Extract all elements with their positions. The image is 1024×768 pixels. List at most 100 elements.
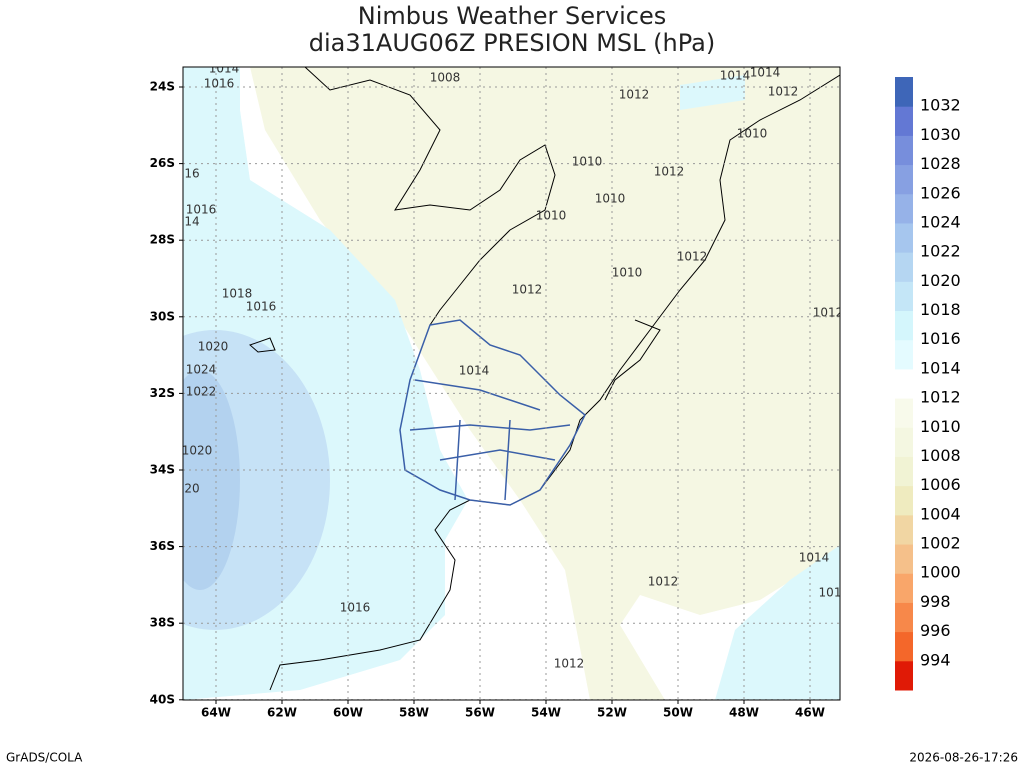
contour-label: 1016 — [186, 203, 217, 217]
lon-label: 60W — [333, 706, 363, 720]
contour-label: 1014 — [720, 69, 751, 83]
contour-label: 1020 — [198, 340, 229, 354]
map: 1014 1016 1008 1014 1014 1012 1012 1010 … — [182, 62, 844, 700]
contour-label: 101 — [819, 586, 842, 600]
colorbar-swatch — [895, 339, 913, 370]
contour-label: 1012 — [654, 165, 685, 179]
contour-label: 16 — [184, 167, 199, 181]
colorbar-swatch — [895, 398, 913, 428]
colorbar-swatch — [895, 485, 913, 516]
lat-label: 40S — [150, 692, 175, 706]
map-frame — [182, 66, 841, 701]
colorbar-label: 1018 — [920, 300, 961, 319]
contour-label: 20 — [184, 482, 199, 496]
contour-label: 1014 — [459, 364, 490, 378]
colorbar-label: 1010 — [920, 417, 961, 436]
colorbar-swatch — [895, 281, 913, 312]
lat-label: 38S — [150, 616, 175, 630]
colorbar-swatch — [895, 106, 913, 136]
colorbar-label: 994 — [920, 650, 951, 669]
colorbar-swatch — [895, 456, 913, 487]
colorbar-swatch — [895, 514, 913, 545]
contour-label: 1022 — [186, 385, 217, 399]
contour-label: 1014 — [799, 551, 830, 565]
contour-label: 1012 — [813, 306, 844, 320]
contour-label: 1012 — [619, 88, 650, 102]
high-pressure-area — [680, 75, 745, 110]
lat-label: 32S — [150, 386, 175, 400]
title: Nimbus Weather Services — [358, 2, 666, 30]
colorbar-label: 1002 — [920, 534, 961, 553]
colorbar-swatch — [895, 427, 913, 457]
contour-label: 1010 — [612, 266, 643, 280]
lon-label: 50W — [663, 706, 693, 720]
contour-label: 1024 — [186, 363, 217, 377]
colorbar-label: 1024 — [920, 212, 961, 231]
lat-label: 36S — [150, 539, 175, 553]
contour-label: 1012 — [554, 657, 585, 671]
colorbar-label: 1022 — [920, 242, 961, 261]
low-pressure-area — [250, 67, 840, 700]
colorbar-swatch — [895, 252, 913, 282]
contour-label: 1010 — [572, 155, 603, 169]
high-pressure-area — [715, 545, 840, 700]
lat-label: 26S — [150, 156, 175, 170]
contour-label: 1012 — [512, 283, 543, 297]
footer-left: GrADS/COLA — [6, 751, 83, 765]
contour-label: 1012 — [648, 575, 679, 589]
colorbar-swatch — [895, 135, 913, 166]
lon-label: 54W — [531, 706, 561, 720]
contour-label: 1016 — [340, 601, 371, 615]
colorbar-swatch — [895, 368, 913, 399]
colorbar-label: 1028 — [920, 154, 961, 173]
colorbar-label: 1026 — [920, 183, 961, 202]
lon-label: 52W — [597, 706, 627, 720]
contour-label: 1008 — [430, 71, 461, 85]
colorbar-swatch — [895, 77, 913, 107]
contour-label: 1014 — [750, 66, 781, 80]
lake — [249, 337, 276, 353]
contour-label: 1012 — [768, 85, 799, 99]
colorbar-swatch — [895, 660, 913, 691]
coastline — [269, 74, 840, 691]
colorbar-label: 1012 — [920, 388, 961, 407]
colorbar-label: 1000 — [920, 563, 961, 582]
colorbar-label: 1006 — [920, 475, 961, 494]
colorbar-label: 1008 — [920, 446, 961, 465]
contour-label: 1010 — [737, 127, 768, 141]
colorbar-swatch — [895, 310, 913, 341]
colorbar-swatch — [895, 631, 913, 662]
colorbar-label: 1004 — [920, 504, 961, 523]
contour-label: 1010 — [595, 192, 626, 206]
lon-label: 64W — [201, 706, 231, 720]
colorbar-label: 1016 — [920, 329, 961, 348]
colorbar-label: 1020 — [920, 271, 961, 290]
colorbar-swatch — [895, 222, 913, 253]
colorbar-swatch — [895, 164, 913, 195]
lon-label: 46W — [795, 706, 825, 720]
lon-label: 62W — [267, 706, 297, 720]
contour-label: 1020 — [182, 444, 213, 458]
high-pressure-core — [183, 370, 240, 590]
colorbar-swatch — [895, 193, 913, 224]
contour-label: 1016 — [204, 77, 235, 91]
uruguay-borders — [399, 319, 586, 506]
footer-right: 2026-08-26-17:26 — [909, 751, 1018, 765]
lat-label: 24S — [150, 80, 175, 94]
colorbar-swatch — [895, 602, 913, 633]
colorbar-label: 996 — [920, 621, 951, 640]
contour-label: 1018 — [222, 287, 253, 301]
lat-label: 34S — [150, 463, 175, 477]
lon-label: 48W — [729, 706, 759, 720]
colorbar-label: 1014 — [920, 358, 961, 377]
colorbar-swatch — [895, 573, 913, 603]
colorbar-label: 1032 — [920, 96, 961, 115]
contour-label: 1016 — [246, 300, 277, 314]
subtitle: dia31AUG06Z PRESION MSL (hPa) — [309, 29, 715, 57]
lat-label: 28S — [150, 233, 175, 247]
contour-label: 1014 — [209, 62, 240, 76]
lat-label: 30S — [150, 309, 175, 323]
colorbar-label: 1030 — [920, 125, 961, 144]
contour-label: 1010 — [536, 209, 567, 223]
